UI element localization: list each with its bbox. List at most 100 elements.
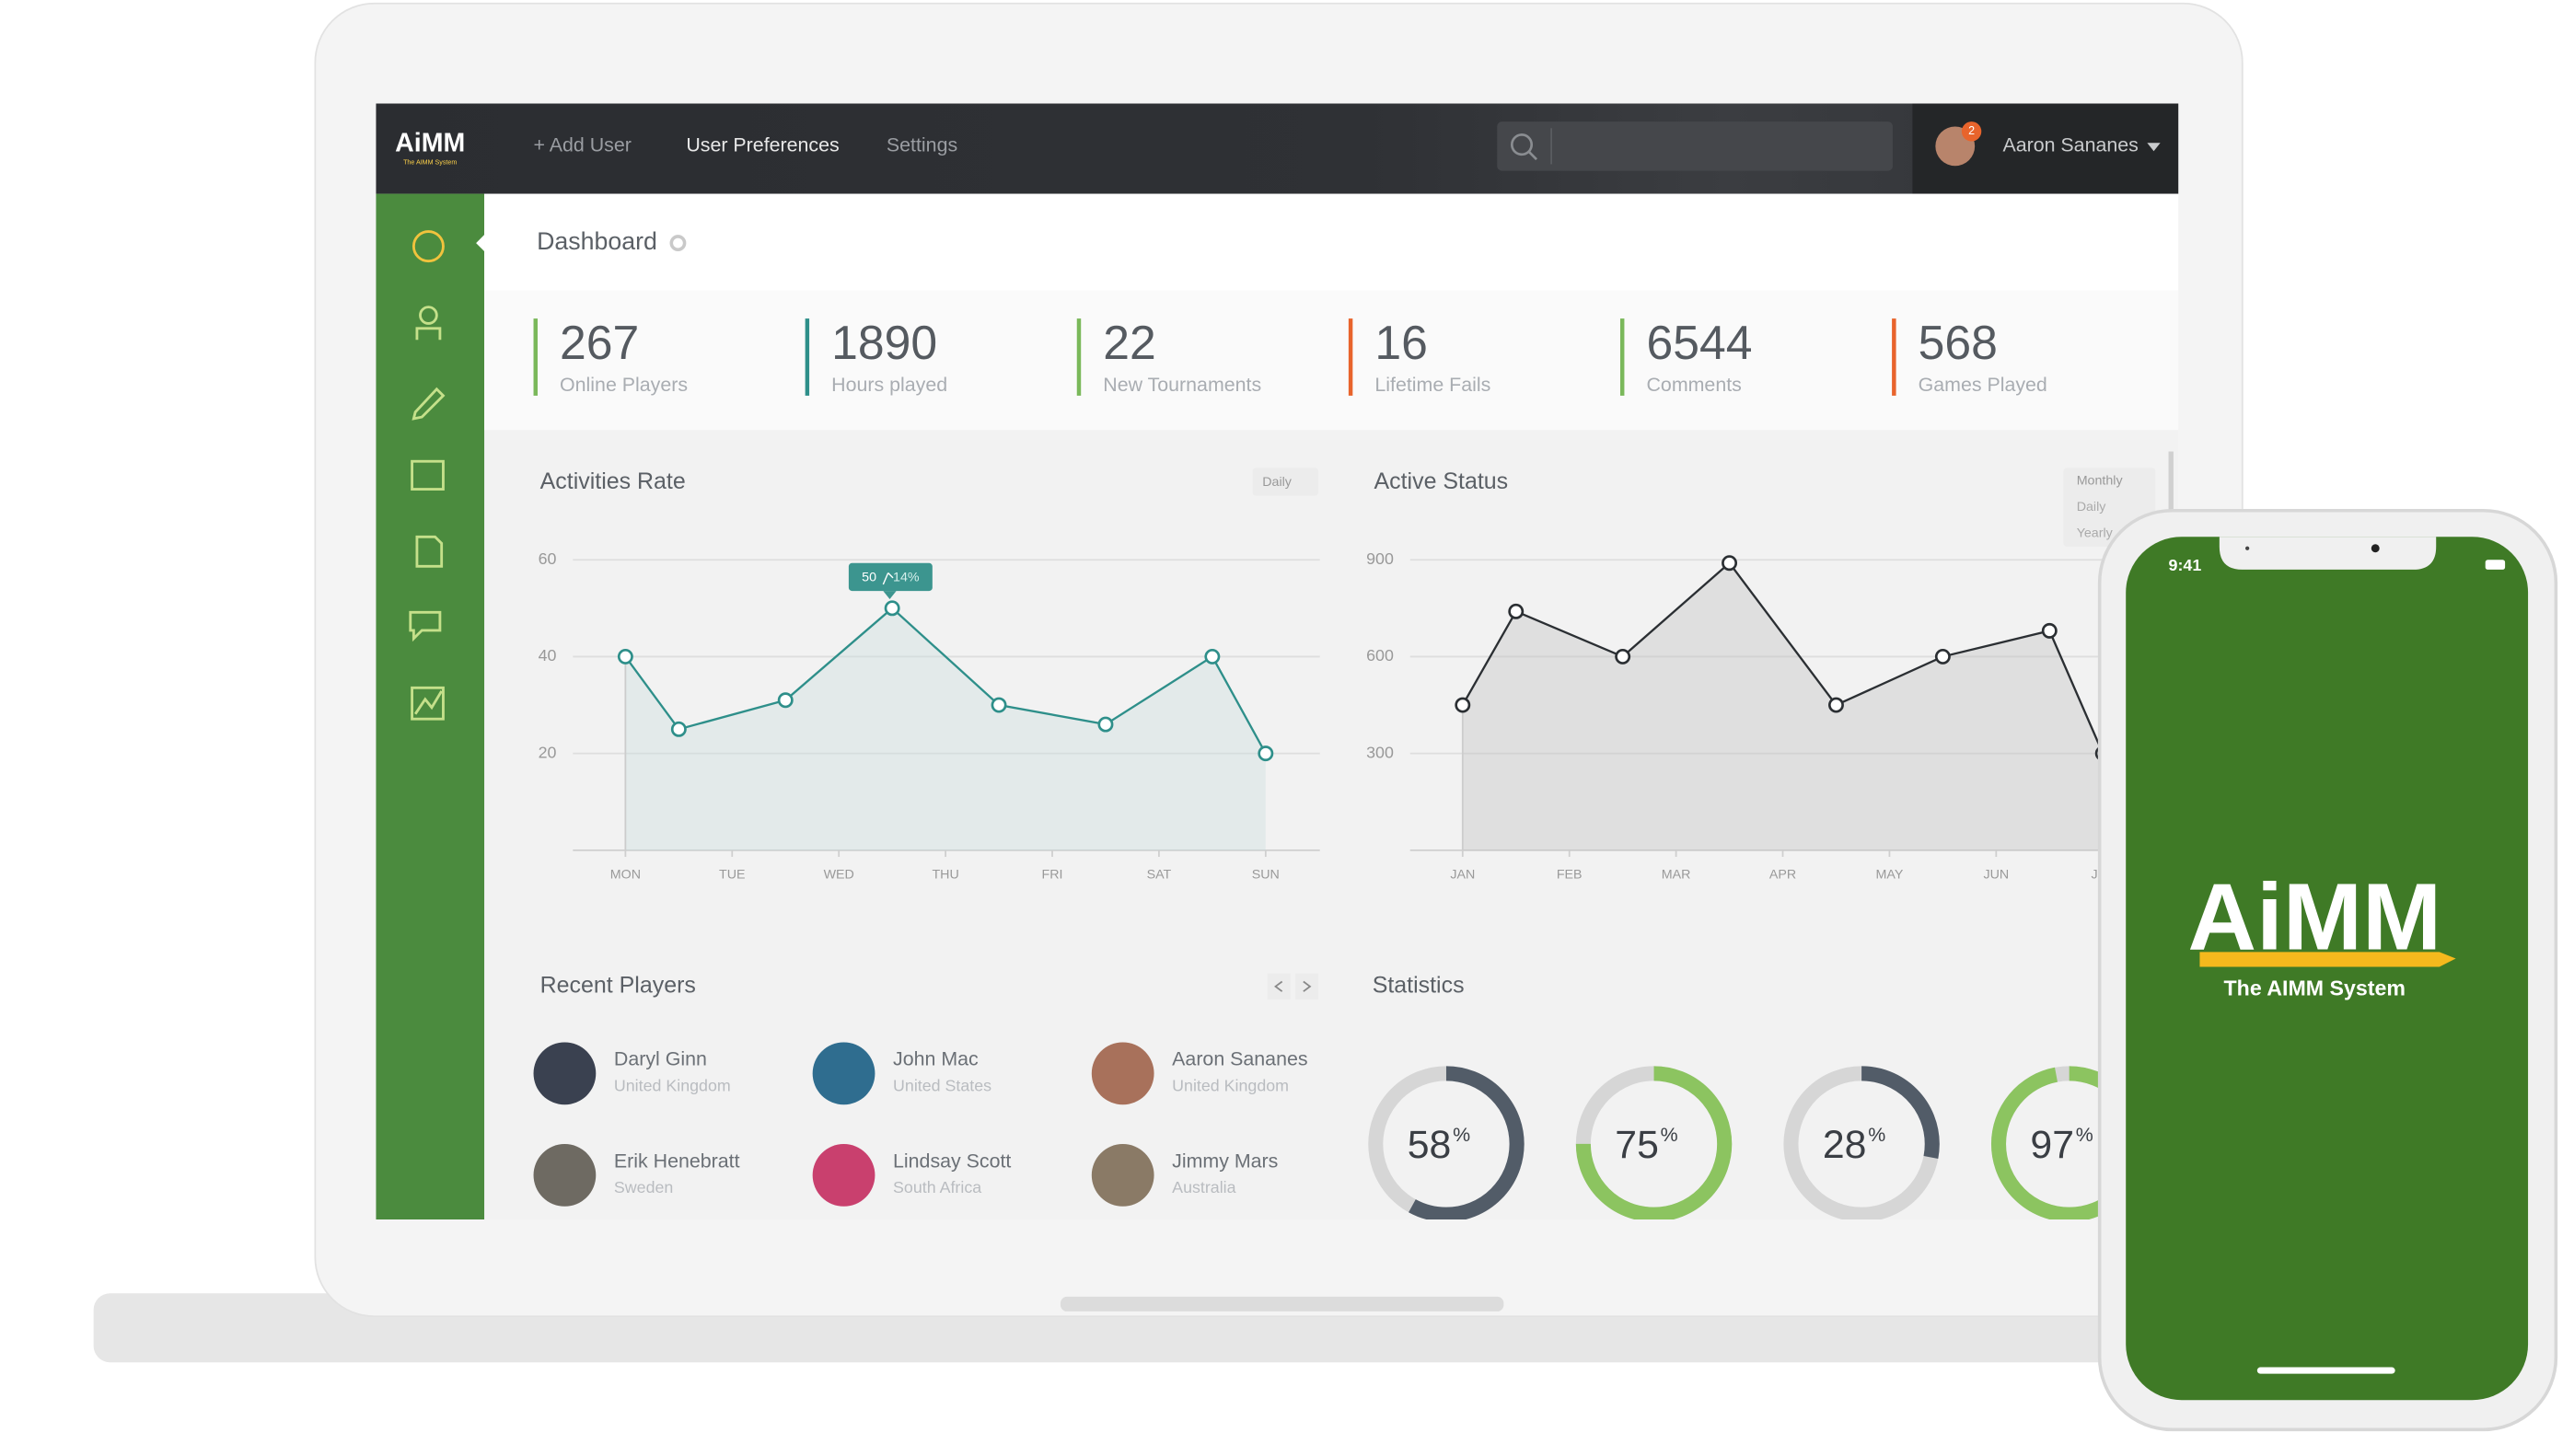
player-avatar — [1091, 1144, 1154, 1207]
pager-next[interactable] — [1294, 973, 1318, 1000]
gear-icon[interactable] — [669, 235, 687, 251]
x-tick-label: SAT — [1147, 867, 1172, 882]
laptop-notch — [1060, 1296, 1504, 1312]
player-country: Sweden — [614, 1178, 673, 1196]
x-tick-label: THU — [932, 867, 958, 882]
nav-link[interactable]: Settings — [887, 134, 957, 156]
point — [1508, 603, 1525, 619]
dropdown-option[interactable]: Monthly — [2077, 473, 2124, 488]
stat-label: Hours played — [831, 374, 947, 396]
x-tick-label: FRI — [1042, 867, 1063, 882]
donut-value: 58 — [1408, 1123, 1452, 1167]
point — [1722, 555, 1738, 572]
y-tick-label: 20 — [539, 743, 557, 761]
donut-unit: % — [1453, 1124, 1470, 1146]
phone-screen — [2126, 537, 2529, 1401]
battery — [2485, 560, 2506, 570]
phone: 9:41 AiMM The AIMM System — [2097, 508, 2558, 1432]
nav-link[interactable]: + Add User — [534, 134, 632, 156]
point — [670, 721, 687, 737]
player-avatar — [1091, 1042, 1154, 1105]
stat-value: 22 — [1103, 316, 1156, 369]
dropdown[interactable] — [1252, 468, 1318, 496]
x-tick-label: MAR — [1662, 867, 1691, 882]
phone-time: 9:41 — [2169, 556, 2202, 574]
players: Daryl Ginn United Kingdom John Mac United S… — [533, 1042, 1308, 1207]
header-title: Dashboard — [537, 227, 657, 255]
icon-chart[interactable] — [411, 686, 445, 721]
player-avatar — [812, 1144, 875, 1207]
player-name: Erik Henebratt — [614, 1150, 740, 1172]
tooltip-up-arrow — [882, 572, 894, 585]
search-icon — [1527, 150, 1537, 161]
user-name[interactable]: Aaron Sananes — [2002, 134, 2138, 156]
x-tick-label: TUE — [719, 867, 746, 882]
stat-label: Comments — [1647, 374, 1742, 396]
navbar — [376, 103, 2179, 194]
dropdown-option[interactable]: Daily — [2077, 500, 2107, 514]
stat-label: New Tournaments — [1103, 374, 1261, 396]
pager-arrows — [1274, 980, 1312, 992]
logo-sub: The AIMM System — [403, 159, 457, 167]
section-title: Recent Players — [540, 972, 696, 998]
stat-value: 1890 — [831, 316, 937, 369]
point — [1455, 697, 1471, 713]
donut-arc — [1368, 1066, 1525, 1220]
icon-info[interactable] — [412, 230, 445, 263]
point — [1934, 648, 1951, 664]
icon-chart[interactable] — [413, 690, 443, 715]
point — [1204, 648, 1221, 664]
nav-link[interactable]: User Preferences — [686, 134, 839, 156]
line — [624, 607, 1267, 755]
y-tick-label: 60 — [539, 549, 557, 568]
icon-chat[interactable] — [409, 610, 442, 642]
player-avatar — [533, 1144, 597, 1207]
search-box[interactable] — [1497, 121, 1893, 171]
player-name: Lindsay Scott — [893, 1150, 1011, 1172]
player-name: John Mac — [893, 1048, 979, 1070]
tooltip-arrow — [883, 591, 897, 600]
phone-camera — [2371, 544, 2380, 553]
dropdown-option[interactable]: Yearly — [2077, 526, 2114, 540]
icon-edit[interactable] — [412, 387, 446, 421]
icon-user[interactable] — [419, 306, 438, 325]
stat-value: 568 — [1919, 316, 1998, 369]
stat-bar — [533, 318, 538, 396]
player-country: United Kingdom — [614, 1076, 731, 1094]
donut-arc — [1783, 1066, 1940, 1220]
stat-bar — [1892, 318, 1896, 396]
stat-bar — [1619, 318, 1625, 396]
player-name: Aaron Sananes — [1172, 1048, 1307, 1070]
donut-value: 28 — [1823, 1123, 1867, 1167]
header — [484, 193, 2179, 291]
icon-user[interactable] — [415, 327, 442, 341]
area — [1462, 562, 2104, 850]
scrollbar — [2168, 451, 2174, 517]
x-tick-label: APR — [1769, 867, 1796, 882]
x-tick-label: JUN — [1983, 867, 2009, 882]
point — [1615, 648, 1631, 664]
stat-label: Online Players — [560, 374, 688, 396]
x-tick-label: WED — [824, 867, 854, 882]
logo-arrow — [2199, 952, 2456, 967]
x-tick-label: MAY — [1876, 867, 1904, 882]
charts: 20 40 60 MON TUE WED THU FRI SAT SUN 300 600 900 JAN F… — [539, 549, 2118, 882]
donut-unit: % — [1868, 1124, 1885, 1146]
point — [1258, 745, 1274, 762]
stat-bar — [1076, 318, 1082, 396]
phone-logo: AiMM — [2187, 862, 2441, 969]
donut-unit: % — [2076, 1124, 2093, 1146]
x-tick-label: MON — [610, 867, 641, 882]
dropdown-label[interactable]: Daily — [1262, 475, 1293, 490]
stat-value: 267 — [560, 316, 639, 369]
player-country: South Africa — [893, 1178, 981, 1196]
pager-prev[interactable] — [1267, 973, 1291, 1000]
stat-value: 16 — [1374, 316, 1428, 369]
stat-bar — [805, 318, 810, 396]
icon-calendar[interactable] — [411, 459, 445, 491]
tooltip — [848, 562, 933, 592]
x-tick-label: FEB — [1557, 867, 1583, 882]
icon-doc[interactable] — [415, 535, 444, 568]
chart-title: Active Status — [1374, 468, 1509, 494]
player-country: United States — [893, 1076, 991, 1094]
